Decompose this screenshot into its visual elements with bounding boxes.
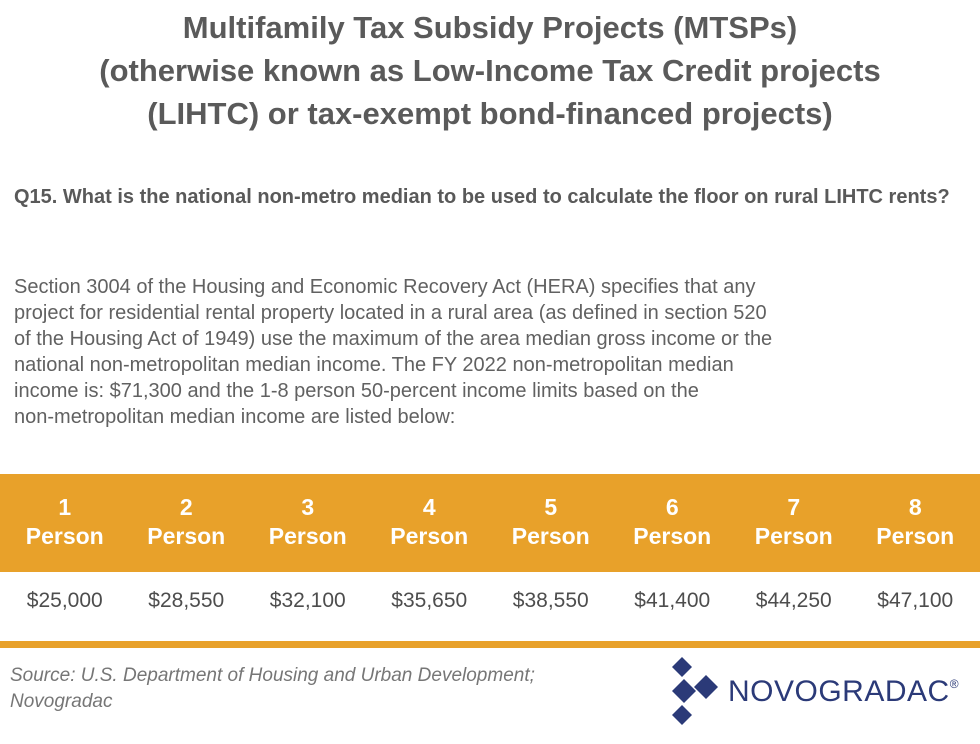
header-cell-5-person: 5 Person [490,493,612,551]
answer-line: non-metropolitan median income are liste… [14,406,456,428]
answer-paragraph: Section 3004 of the Housing and Economic… [14,274,969,430]
income-limit-value: $41,400 [634,589,711,612]
source-line: Source: U.S. Department of Housing and U… [10,665,535,686]
table-header-band [0,474,980,572]
header-cell-3-person: 3 Person [247,493,369,551]
header-cell-1-person: 1 Person [4,493,126,551]
header-unit: Person [147,523,226,549]
income-limit-value: $28,550 [148,589,225,612]
income-limit-value: $47,100 [877,589,954,612]
logo-wordmark-text: NOVOGRADAC [728,675,950,708]
header-cell-4-person: 4 Person [369,493,491,551]
income-limit-value: $25,000 [26,589,103,612]
table-bottom-rule [0,641,980,648]
header-cell-6-person: 6 Person [612,493,734,551]
income-limit-value: $35,650 [391,589,468,612]
novogradac-logo: NOVOGRADAC® [668,657,978,727]
header-cell-2-person: 2 Person [126,493,248,551]
registered-mark: ® [949,677,960,691]
header-cell-8-person: 8 Person [855,493,977,551]
title-line: (LIHTC) or tax-exempt bond-financed proj… [147,96,833,131]
source-line: Novogradac [10,691,113,712]
header-unit: Person [511,523,590,549]
logo-wordmark: NOVOGRADAC® [728,675,959,709]
header-unit: Person [754,523,833,549]
header-unit: Person [25,523,104,549]
page-title: Multifamily Tax Subsidy Projects (MTSPs)… [0,6,980,135]
header-number: 2 [179,494,193,520]
income-limits-row: $25,000 $28,550 $32,100 $35,650 $38,550 … [4,588,976,614]
answer-line: project for residential rental property … [14,302,767,324]
header-unit: Person [876,523,955,549]
income-table-header: 1 Person 2 Person 3 Person 4 Person 5 Pe… [4,493,976,551]
answer-line: national non-metropolitan median income.… [14,354,734,376]
title-line: (otherwise known as Low-Income Tax Credi… [99,53,881,88]
header-number: 8 [908,494,922,520]
income-limit-value: $32,100 [269,589,346,612]
header-number: 6 [665,494,679,520]
income-limit-value: $44,250 [755,589,832,612]
title-line: Multifamily Tax Subsidy Projects (MTSPs) [182,10,798,45]
header-number: 7 [787,494,801,520]
answer-line: Section 3004 of the Housing and Economic… [14,276,756,298]
header-unit: Person [390,523,469,549]
header-number: 3 [301,494,315,520]
answer-line: of the Housing Act of 1949) use the maxi… [14,328,773,350]
source-note: Source: U.S. Department of Housing and U… [10,663,650,715]
answer-line: income is: $71,300 and the 1-8 person 50… [14,380,699,402]
header-number: 4 [422,494,436,520]
header-unit: Person [633,523,712,549]
header-number: 5 [544,494,558,520]
header-unit: Person [268,523,347,549]
header-cell-7-person: 7 Person [733,493,855,551]
header-number: 1 [58,494,72,520]
income-limit-value: $38,550 [512,589,589,612]
diamond-cluster-icon [672,657,718,725]
question-heading: Q15. What is the national non-metro medi… [14,186,950,208]
